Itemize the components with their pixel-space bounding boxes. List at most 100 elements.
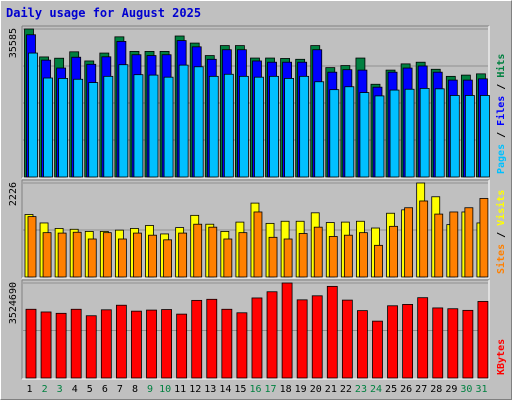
- bar-kbytes-day-23: [357, 310, 368, 379]
- panel-kbytes: 3524690 KBytes: [8, 279, 507, 380]
- bar-sites-day-7: [117, 238, 127, 278]
- bar-sites-day-13: [208, 226, 218, 278]
- bar-kbytes-day-18: [281, 282, 293, 379]
- bar-kbytes-day-2: [40, 311, 52, 379]
- bar-pages-day-7: [118, 64, 129, 178]
- x-tick-label-day-7: 7: [117, 384, 123, 395]
- bar-pages-day-25: [389, 89, 400, 178]
- bar-pages-day-12: [193, 66, 204, 178]
- bar-pages-day-27: [419, 88, 430, 178]
- bar-kbytes-day-19: [296, 299, 308, 379]
- bar-kbytes-day-12: [191, 299, 203, 379]
- bar-sites-day-9: [148, 234, 157, 278]
- bar-sites-day-15: [238, 232, 248, 278]
- bar-pages-day-18: [284, 78, 294, 178]
- x-tick-label-day-20: 20: [310, 384, 322, 395]
- x-tick-label-day-13: 13: [204, 384, 216, 395]
- bar-kbytes-day-1: [25, 308, 37, 379]
- bar-sites-day-29: [449, 211, 459, 278]
- x-tick-label-day-26: 26: [400, 384, 412, 395]
- x-tick-label-day-15: 15: [234, 384, 246, 395]
- bar-pages-day-8: [133, 74, 144, 178]
- bar-kbytes-day-20: [311, 295, 323, 379]
- bar-kbytes-day-22: [341, 299, 353, 379]
- bar-kbytes-day-27: [417, 297, 429, 379]
- x-tick-label-day-23: 23: [355, 384, 367, 395]
- bar-kbytes-day-15: [236, 312, 248, 379]
- bar-sites-day-12: [193, 223, 203, 278]
- y-max-label: 2226: [8, 182, 19, 206]
- bar-pages-day-15: [239, 75, 249, 178]
- x-tick-label-day-1: 1: [27, 384, 33, 395]
- bar-kbytes-day-14: [221, 308, 233, 379]
- x-tick-label-day-30: 30: [460, 384, 472, 395]
- bar-sites-day-11: [178, 232, 188, 278]
- x-tick-label-day-29: 29: [445, 384, 457, 395]
- bar-kbytes-day-7: [115, 304, 127, 379]
- x-tick-label-day-21: 21: [325, 384, 337, 395]
- bar-sites-day-10: [163, 239, 172, 278]
- x-tick-label-day-25: 25: [385, 384, 397, 395]
- bar-sites-day-16: [253, 211, 263, 278]
- bar-kbytes-day-17: [266, 291, 278, 379]
- legend-item: Visits: [495, 190, 507, 226]
- bar-sites-day-20: [313, 226, 323, 278]
- bar-pages-day-2: [43, 77, 53, 178]
- x-tick-label-day-17: 17: [265, 384, 277, 395]
- x-tick-label-day-19: 19: [295, 384, 307, 395]
- legend-item: Pages: [496, 144, 507, 174]
- bar-pages-day-24: [374, 95, 385, 178]
- bar-pages-day-17: [269, 75, 279, 178]
- legend: Sites / Visits: [495, 190, 507, 274]
- bar-pages-day-26: [404, 88, 415, 178]
- x-tick-label-day-9: 9: [147, 384, 153, 395]
- x-tick-label-day-3: 3: [57, 384, 63, 395]
- bar-sites-day-23: [359, 232, 368, 278]
- x-tick-label-day-10: 10: [159, 384, 171, 395]
- legend: Pages / Files / Hits: [495, 54, 507, 174]
- bar-kbytes-day-31: [477, 301, 489, 379]
- bar-pages-day-4: [73, 78, 84, 178]
- bar-kbytes-day-4: [70, 308, 82, 379]
- bar-pages-day-28: [434, 88, 445, 178]
- x-tick-label-day-2: 2: [42, 384, 48, 395]
- bar-kbytes-day-16: [251, 297, 263, 379]
- bar-kbytes-day-21: [326, 285, 338, 379]
- bar-pages-day-19: [299, 75, 310, 178]
- bar-sites-day-24: [374, 244, 383, 278]
- bar-kbytes-day-3: [55, 312, 67, 379]
- bar-kbytes-day-25: [387, 305, 398, 379]
- bar-kbytes-day-24: [372, 320, 383, 379]
- x-tick-label-day-4: 4: [72, 384, 78, 395]
- bar-pages-day-23: [359, 92, 370, 178]
- bar-sites-day-5: [87, 238, 97, 278]
- bar-sites-day-4: [72, 231, 82, 278]
- bar-sites-day-31: [479, 198, 489, 278]
- bar-pages-day-31: [480, 95, 490, 178]
- bar-sites-day-8: [133, 232, 142, 278]
- bar-pages-day-22: [344, 86, 355, 178]
- bar-pages-day-14: [223, 73, 234, 178]
- bar-sites-day-19: [298, 233, 308, 278]
- x-tick-label-day-24: 24: [370, 384, 382, 395]
- bar-sites-day-22: [343, 234, 353, 278]
- bar-sites-day-6: [102, 232, 112, 278]
- x-tick-label-day-16: 16: [249, 384, 261, 395]
- bar-sites-day-30: [464, 207, 474, 278]
- bar-pages-day-1: [28, 52, 38, 178]
- bar-pages-day-11: [178, 64, 189, 178]
- bar-pages-day-16: [254, 76, 264, 178]
- x-tick-label-day-22: 22: [340, 384, 352, 395]
- bar-kbytes-day-10: [161, 309, 172, 379]
- x-tick-label-day-14: 14: [219, 384, 231, 395]
- bar-sites-day-18: [283, 238, 293, 278]
- bar-kbytes-day-13: [206, 298, 218, 379]
- x-tick-label-day-5: 5: [87, 384, 93, 395]
- bar-pages-day-20: [314, 81, 325, 178]
- bar-pages-day-6: [103, 75, 114, 178]
- x-tick-label-day-8: 8: [132, 384, 138, 395]
- legend-item: /: [496, 78, 507, 96]
- bar-kbytes-day-29: [447, 308, 459, 379]
- y-max-label: 35585: [8, 28, 19, 58]
- bar-sites-day-28: [434, 213, 444, 278]
